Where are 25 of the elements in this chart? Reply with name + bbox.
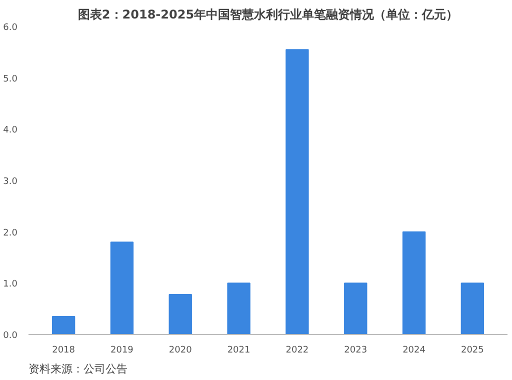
y-tick-label: 2.0 xyxy=(3,228,18,238)
y-tick-label: 4.0 xyxy=(3,126,18,136)
x-tick-label: 2018 xyxy=(52,346,76,356)
bar xyxy=(168,294,192,334)
bar xyxy=(286,49,309,334)
y-tick-label: 1.0 xyxy=(3,280,18,290)
y-tick-label: 0.0 xyxy=(3,331,18,341)
x-tick-label: 2024 xyxy=(402,346,426,356)
x-tick-label: 2019 xyxy=(110,346,134,356)
chart-title: 图表2：2018-2025年中国智慧水利行业单笔融资情况（单位：亿元） xyxy=(78,8,458,22)
bar xyxy=(460,282,484,334)
y-tick-label: 3.0 xyxy=(3,177,18,187)
x-tick-label: 2023 xyxy=(344,346,368,356)
text: 资料来源：公司公告 xyxy=(28,362,128,376)
bar xyxy=(52,316,76,334)
x-tick-label: 2022 xyxy=(286,346,309,356)
x-tick-label: 2025 xyxy=(461,346,484,356)
y-tick-label: 5.0 xyxy=(3,74,18,84)
y-tick-label: 6.0 xyxy=(3,23,18,33)
bar xyxy=(227,282,250,334)
bar xyxy=(402,231,426,334)
x-tick-label: 2021 xyxy=(227,346,250,356)
bar xyxy=(344,282,368,334)
bar xyxy=(110,242,134,334)
x-tick-label: 2020 xyxy=(168,346,192,356)
